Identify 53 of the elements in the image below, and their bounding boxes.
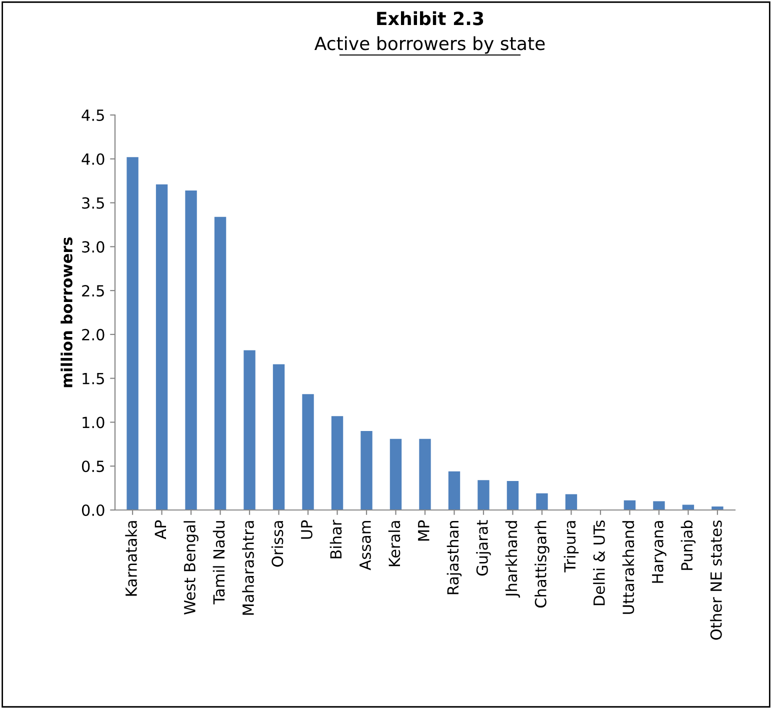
chart-title: Exhibit 2.3	[377, 11, 484, 26]
x-tick-label: Maharashtra	[242, 521, 254, 615]
bar	[126, 157, 138, 510]
x-tick-label: Punjab	[680, 520, 696, 570]
x-tick-label: Karnataka	[125, 521, 137, 596]
bar	[156, 184, 168, 510]
bar	[624, 500, 636, 510]
x-tick-label: Chattisgarh	[534, 521, 550, 608]
x-tick-label: Tripura	[564, 521, 579, 572]
bar	[331, 416, 344, 510]
bar	[214, 216, 226, 510]
x-tick-label: Assam	[360, 521, 371, 570]
x-tick-label: Other NE states	[710, 520, 722, 640]
bar	[390, 438, 402, 510]
x-tick-label: Gujarat	[476, 520, 491, 576]
x-tick-label: Orissa	[271, 521, 284, 567]
bar	[302, 394, 314, 510]
y-tick-label: 2.5	[82, 285, 104, 297]
bar	[360, 431, 372, 510]
x-tick-label: Haryana	[652, 521, 666, 583]
y-tick-label: 3.5	[82, 197, 104, 209]
y-tick-label: 4.0	[82, 153, 104, 165]
bar	[244, 350, 256, 510]
y-tick-label: 3.0	[82, 241, 104, 253]
x-tick-label: Rajasthan	[446, 521, 462, 594]
x-tick-label: Bihar	[330, 520, 342, 558]
x-tick-label: UP	[301, 520, 312, 539]
y-tick-label: 0.5	[82, 460, 104, 472]
bar	[419, 438, 431, 510]
x-tick-label: Tamil Nadu	[212, 521, 225, 604]
y-tick-label: 1.0	[82, 416, 104, 428]
bar	[653, 501, 665, 510]
x-tick-label: AP	[154, 520, 166, 540]
x-tick-label: West Bengal	[184, 521, 198, 614]
y-tick-label: 4.5	[82, 110, 104, 122]
y-tick-label: 1.5	[82, 373, 104, 384]
chart-subtitle: Active borrowers by state	[314, 36, 545, 54]
bar	[478, 480, 490, 510]
bar	[448, 471, 460, 510]
bar	[506, 481, 519, 510]
y-tick-label: 2.0	[82, 328, 104, 340]
x-tick-label: Jharkhand	[505, 521, 520, 598]
bar	[565, 494, 578, 510]
y-axis-title: million borrowers	[60, 237, 72, 388]
y-tick-label: 0.0	[82, 504, 104, 516]
bar	[272, 364, 285, 510]
x-tick-label: Uttarakhand	[622, 521, 634, 614]
x-tick-label: MP	[418, 520, 430, 541]
bar	[682, 504, 694, 510]
x-tick-label: Kerala	[388, 521, 400, 566]
x-tick-label: Delhi & UTs	[593, 520, 605, 606]
bar	[536, 493, 548, 510]
bar	[185, 190, 197, 510]
